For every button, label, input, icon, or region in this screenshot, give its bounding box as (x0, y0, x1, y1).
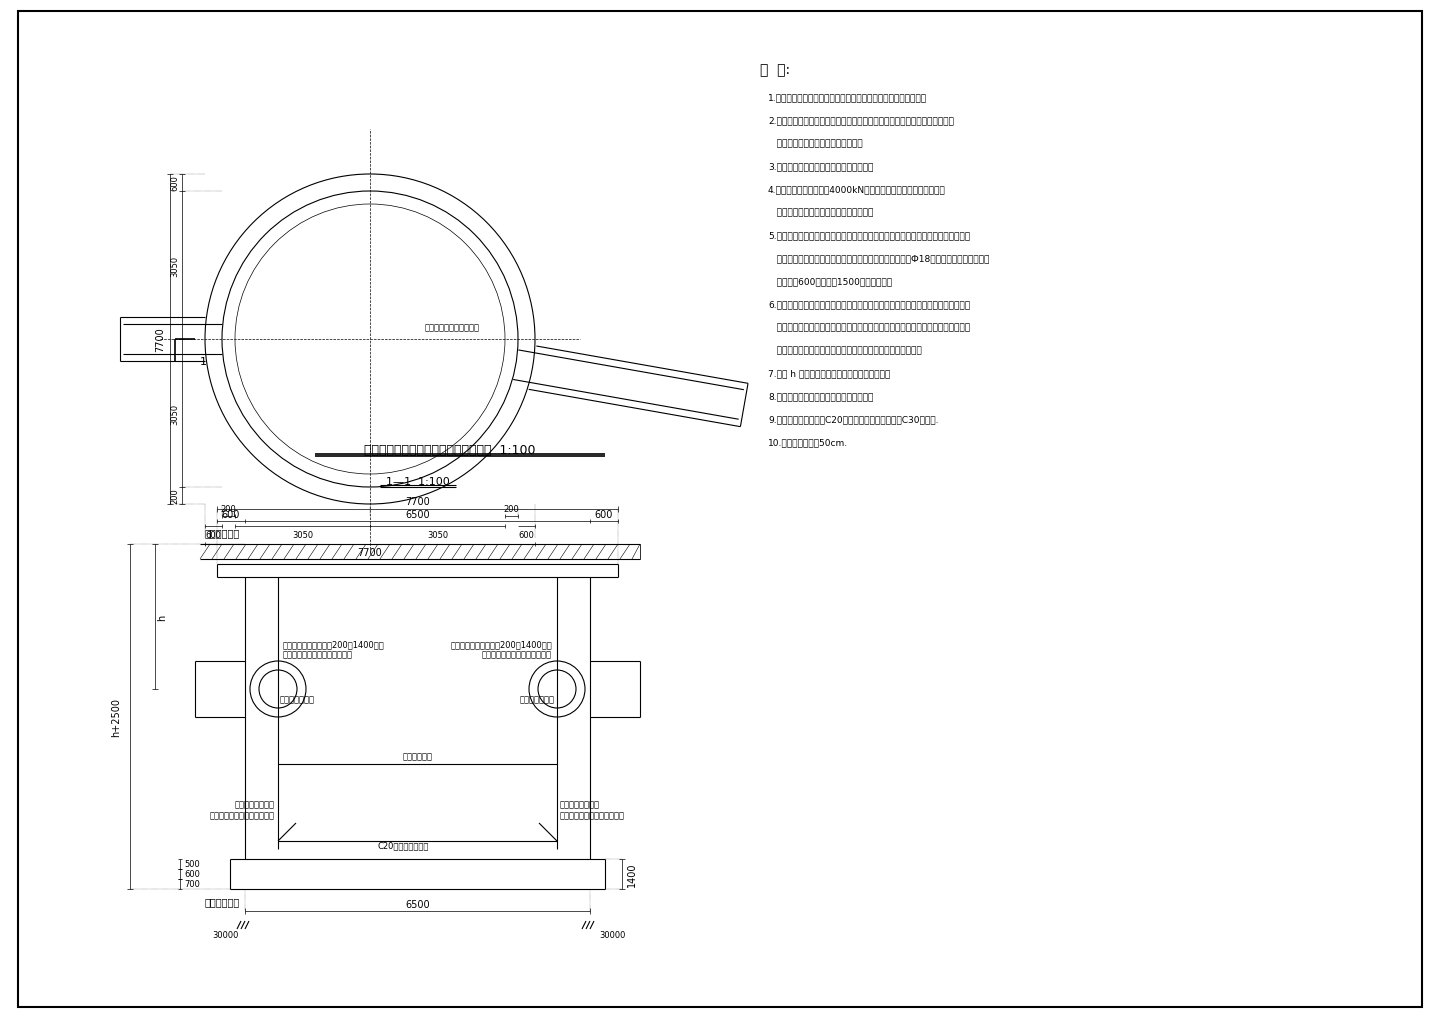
Text: 7700: 7700 (357, 547, 383, 557)
Text: 10.水流净纵，直径50cm.: 10.水流净纵，直径50cm. (768, 438, 848, 447)
Text: 预埋钢板接缝装置: 预埋钢板接缝装置 (235, 800, 275, 809)
Text: 7700: 7700 (405, 496, 431, 506)
Text: 1400: 1400 (626, 862, 636, 887)
Text: 600: 600 (170, 175, 180, 192)
Text: 土达到设计强度后，方可进行井内抽水，在封底混凝土达到设计强度值前，应保持: 土达到设计强度后，方可进行井内抽水，在封底混凝土达到设计强度值前，应保持 (768, 323, 971, 332)
Text: 现有地面标高: 现有地面标高 (204, 528, 240, 537)
Text: 说  明:: 说 明: (760, 63, 791, 76)
Text: 3050: 3050 (292, 530, 312, 539)
Text: 500: 500 (184, 860, 200, 868)
Text: 刃脚踏面标高: 刃脚踏面标高 (204, 896, 240, 906)
Text: 部分长为600，间距为1500梅花形布置。: 部分长为600，间距为1500梅花形布置。 (768, 277, 893, 286)
Text: 井内外水位相等，以免封底混凝土承受水压，影响封底效果。: 井内外水位相等，以免封底混凝土承受水压，影响封底效果。 (768, 346, 922, 356)
Text: 600: 600 (595, 510, 613, 520)
Text: 转角根据工艺平面图而定: 转角根据工艺平面图而定 (425, 323, 480, 332)
Text: 200: 200 (220, 504, 236, 513)
Text: 橡胶、混凝与底面配置混凝素: 橡胶、混凝与底面配置混凝素 (210, 811, 275, 819)
Text: 30000: 30000 (212, 930, 238, 940)
Text: 5.沉井下沉至设计标高后，应立即进行素混凝土封底施工，要求采用水下封底，对底: 5.沉井下沉至设计标高后，应立即进行素混凝土封底施工，要求采用水下封底，对底 (768, 231, 971, 240)
Text: 30000: 30000 (599, 930, 625, 940)
Text: 2.沉井施工前应对施工季节和现场实际情况进行发挥，确认无误后方可施工，: 2.沉井施工前应对施工季节和现场实际情况进行发挥，确认无误后方可施工， (768, 116, 953, 125)
Text: 1—1  1:100: 1—1 1:100 (386, 477, 449, 486)
Text: h: h (157, 613, 167, 620)
Text: 沉井内底标高: 沉井内底标高 (403, 752, 432, 761)
Text: 顶管顶出口，洞口预留200～1400孔洞: 顶管顶出口，洞口预留200～1400孔洞 (284, 640, 384, 649)
Text: 700: 700 (184, 879, 200, 889)
Text: 污水管内底标高: 污水管内底标高 (279, 695, 315, 704)
Text: 钢筋混凝土顶管圆形工作井下部平面图  1:100: 钢筋混凝土顶管圆形工作井下部平面图 1:100 (364, 443, 536, 457)
Text: 如有不同，应及时反馈给设计单位。: 如有不同，应及时反馈给设计单位。 (768, 140, 863, 149)
Text: 污水管内底标高: 污水管内底标高 (520, 695, 554, 704)
Text: 8.图中钢筋根据要根据系统荷情况进行确定: 8.图中钢筋根据要根据系统荷情况进行确定 (768, 392, 874, 401)
Text: 9.图中垫封底混凝土为C20水下混凝土，井身底板为C30混凝土.: 9.图中垫封底混凝土为C20水下混凝土，井身底板为C30混凝土. (768, 415, 939, 424)
Text: 3050: 3050 (426, 530, 448, 539)
Text: 厚度见沉井结构图，在封底混凝土顶面预留插筋根据采用Ф18，插入素混凝土中，外露: 厚度见沉井结构图，在封底混凝土顶面预留插筋根据采用Ф18，插入素混凝土中，外露 (768, 255, 989, 263)
Text: 6.封底混凝土若水下混凝土进行施工，所有突出设计标高部分给予凿除，当封底混凝: 6.封底混凝土若水下混凝土进行施工，所有突出设计标高部分给予凿除，当封底混凝 (768, 301, 971, 309)
Text: 7700: 7700 (156, 327, 166, 352)
Text: 6500: 6500 (405, 899, 429, 909)
Text: 预埋钢板接缝装置: 预埋钢板接缝装置 (560, 800, 600, 809)
Text: 孔洞中心标高按施工艺图纸确定: 孔洞中心标高按施工艺图纸确定 (284, 650, 353, 659)
Text: 1: 1 (200, 357, 206, 367)
Text: C20水下封底混凝土: C20水下封底混凝土 (377, 841, 429, 850)
Text: 4.本沉井最大允许顶力为4000kN，顶力后座最小面积现场协商确定: 4.本沉井最大允许顶力为4000kN，顶力后座最小面积现场协商确定 (768, 185, 946, 195)
Text: 孔洞中心标高按施工艺图纸确定: 孔洞中心标高按施工艺图纸确定 (482, 650, 552, 659)
Text: 1.本沉井为顶管工作井，平面位置、转角及支管位置参见工艺图。: 1.本沉井为顶管工作井，平面位置、转角及支管位置参见工艺图。 (768, 94, 927, 102)
Text: 7.图中 h 根据施工艺图纸井位和管道埋深确定。: 7.图中 h 根据施工艺图纸井位和管道埋深确定。 (768, 369, 890, 378)
Text: 6500: 6500 (405, 510, 429, 520)
Text: 后应与沉井壁板紧密接触，确保共同受力: 后应与沉井壁板紧密接触，确保共同受力 (768, 208, 874, 217)
Text: 600: 600 (222, 510, 240, 520)
Text: 200: 200 (170, 488, 180, 503)
Text: 顶管顶出口，洞口预留200～1400孔洞: 顶管顶出口，洞口预留200～1400孔洞 (451, 640, 552, 649)
Text: 600: 600 (184, 869, 200, 878)
Text: 橡胶、混凝与底面配置混凝素: 橡胶、混凝与底面配置混凝素 (560, 811, 625, 819)
Text: h+2500: h+2500 (111, 697, 121, 737)
Text: 600: 600 (206, 530, 222, 539)
Text: 3.预留孔洞直径可根据施工偏差适当调整。: 3.预留孔洞直径可根据施工偏差适当调整。 (768, 162, 874, 171)
Text: 200: 200 (504, 504, 520, 513)
Text: 3050: 3050 (170, 404, 180, 424)
Text: 600: 600 (518, 530, 534, 539)
Text: 3050: 3050 (170, 255, 180, 276)
